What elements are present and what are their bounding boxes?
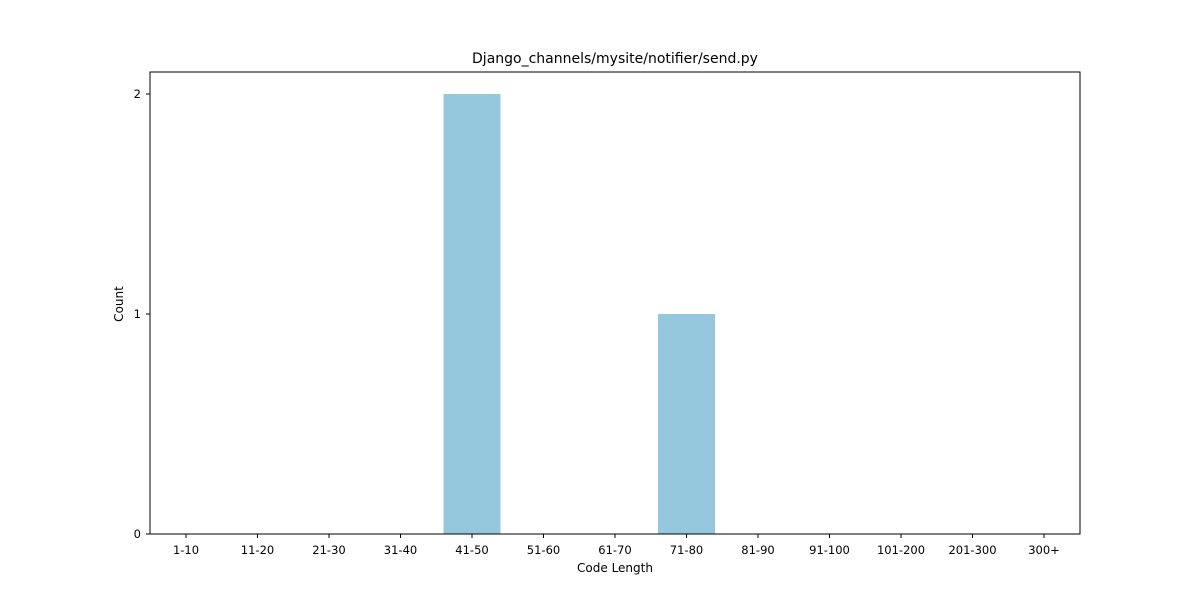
y-tick-label: 2 bbox=[134, 87, 141, 101]
x-tick-label: 201-300 bbox=[948, 543, 996, 557]
plot-frame bbox=[149, 71, 1081, 535]
x-tick-label: 21-30 bbox=[312, 543, 345, 557]
chart-title: Django_channels/mysite/notifier/send.py bbox=[472, 51, 758, 67]
x-tick-label: 11-20 bbox=[241, 543, 274, 557]
x-tick-label: 81-90 bbox=[741, 543, 774, 557]
x-tick-label: 61-70 bbox=[598, 543, 631, 557]
y-tick-label: 0 bbox=[134, 527, 141, 541]
x-tick-label: 41-50 bbox=[455, 543, 488, 557]
bar-71-80 bbox=[658, 314, 715, 534]
x-tick-label: 300+ bbox=[1028, 543, 1060, 557]
x-tick-label: 51-60 bbox=[527, 543, 560, 557]
x-tick-label: 31-40 bbox=[384, 543, 417, 557]
y-axis-label: Count bbox=[112, 286, 126, 322]
y-axis-ticks: 0 1 2 bbox=[134, 87, 150, 541]
y-tick-label: 1 bbox=[134, 307, 141, 321]
x-tick-label: 91-100 bbox=[809, 543, 850, 557]
x-axis-ticks: 1-10 11-20 21-30 31-40 41-50 51-60 61-70 71-80 8… bbox=[173, 534, 1060, 557]
x-tick-label: 1-10 bbox=[173, 543, 199, 557]
bars-group bbox=[443, 94, 715, 534]
bar-41-50 bbox=[443, 94, 501, 534]
x-axis-label: Code Length bbox=[577, 561, 653, 575]
x-tick-label: 101-200 bbox=[877, 543, 925, 557]
x-tick-label: 71-80 bbox=[670, 543, 703, 557]
